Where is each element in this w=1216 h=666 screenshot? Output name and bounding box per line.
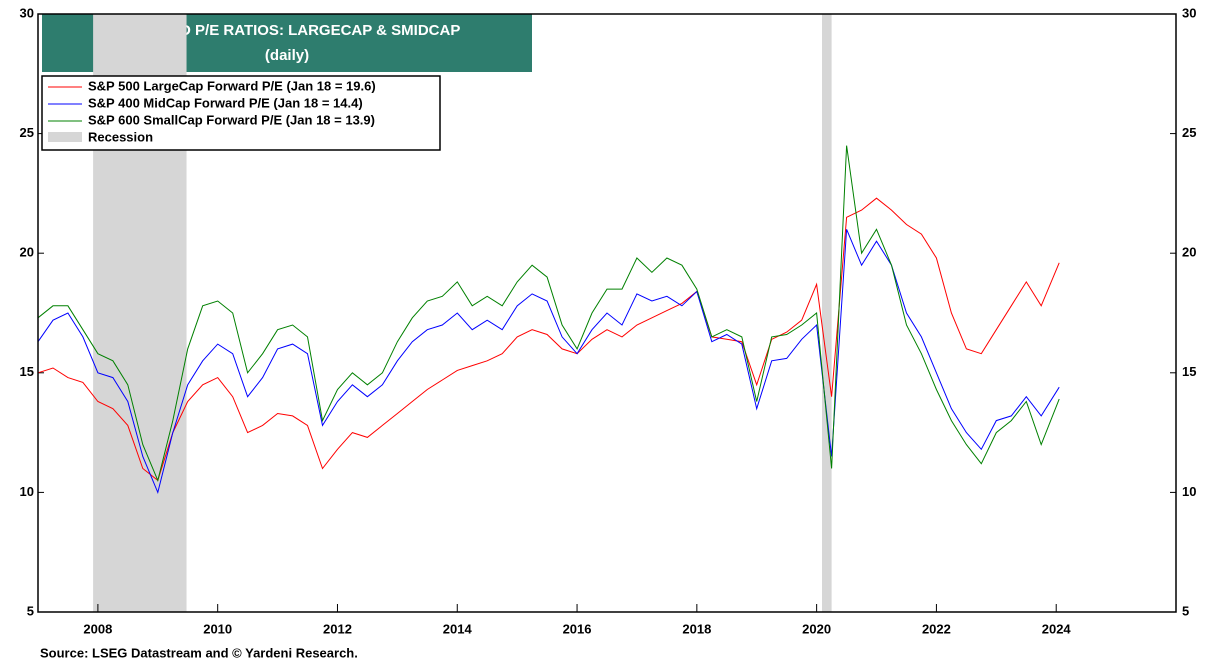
chart-subtitle: (daily) (265, 47, 309, 64)
y2-tick-label: 10 (1182, 484, 1196, 499)
chart-title: FORWARD P/E RATIOS: LARGECAP & SMIDCAP (114, 22, 461, 39)
y2-tick-label: 25 (1182, 125, 1196, 140)
legend-swatch (48, 132, 82, 142)
x-tick-label: 2008 (83, 621, 112, 636)
y2-tick-label: 5 (1182, 603, 1189, 618)
x-tick-label: 2020 (802, 621, 831, 636)
y-tick-label: 25 (20, 125, 34, 140)
legend-label: S&P 600 SmallCap Forward P/E (Jan 18 = 1… (88, 112, 375, 127)
x-tick-label: 2012 (323, 621, 352, 636)
x-tick-label: 2014 (443, 621, 473, 636)
legend-label: S&P 500 LargeCap Forward P/E (Jan 18 = 1… (88, 78, 376, 93)
x-tick-label: 2024 (1042, 621, 1072, 636)
series-line (37, 197, 1060, 482)
series-line (37, 145, 1060, 482)
y-tick-label: 10 (20, 484, 34, 499)
y-tick-label: 15 (20, 364, 34, 379)
x-tick-label: 2016 (563, 621, 592, 636)
legend-box (41, 75, 441, 151)
y2-tick-label: 15 (1182, 364, 1196, 379)
x-tick-label: 2018 (682, 621, 711, 636)
y-tick-label: 30 (20, 5, 34, 20)
y-tick-label: 20 (20, 245, 34, 260)
series-line (37, 229, 1060, 494)
y2-tick-label: 30 (1182, 5, 1196, 20)
y-tick-label: 5 (27, 603, 34, 618)
plot-frame (37, 13, 1177, 613)
y2-tick-label: 20 (1182, 245, 1196, 260)
recession-band (822, 14, 832, 612)
legend-label: S&P 400 MidCap Forward P/E (Jan 18 = 14.… (88, 95, 363, 110)
x-tick-label: 2022 (922, 621, 951, 636)
source-note: Source: LSEG Datastream and © Yardeni Re… (40, 645, 358, 660)
x-tick-label: 2010 (203, 621, 232, 636)
legend-label: Recession (88, 129, 153, 144)
